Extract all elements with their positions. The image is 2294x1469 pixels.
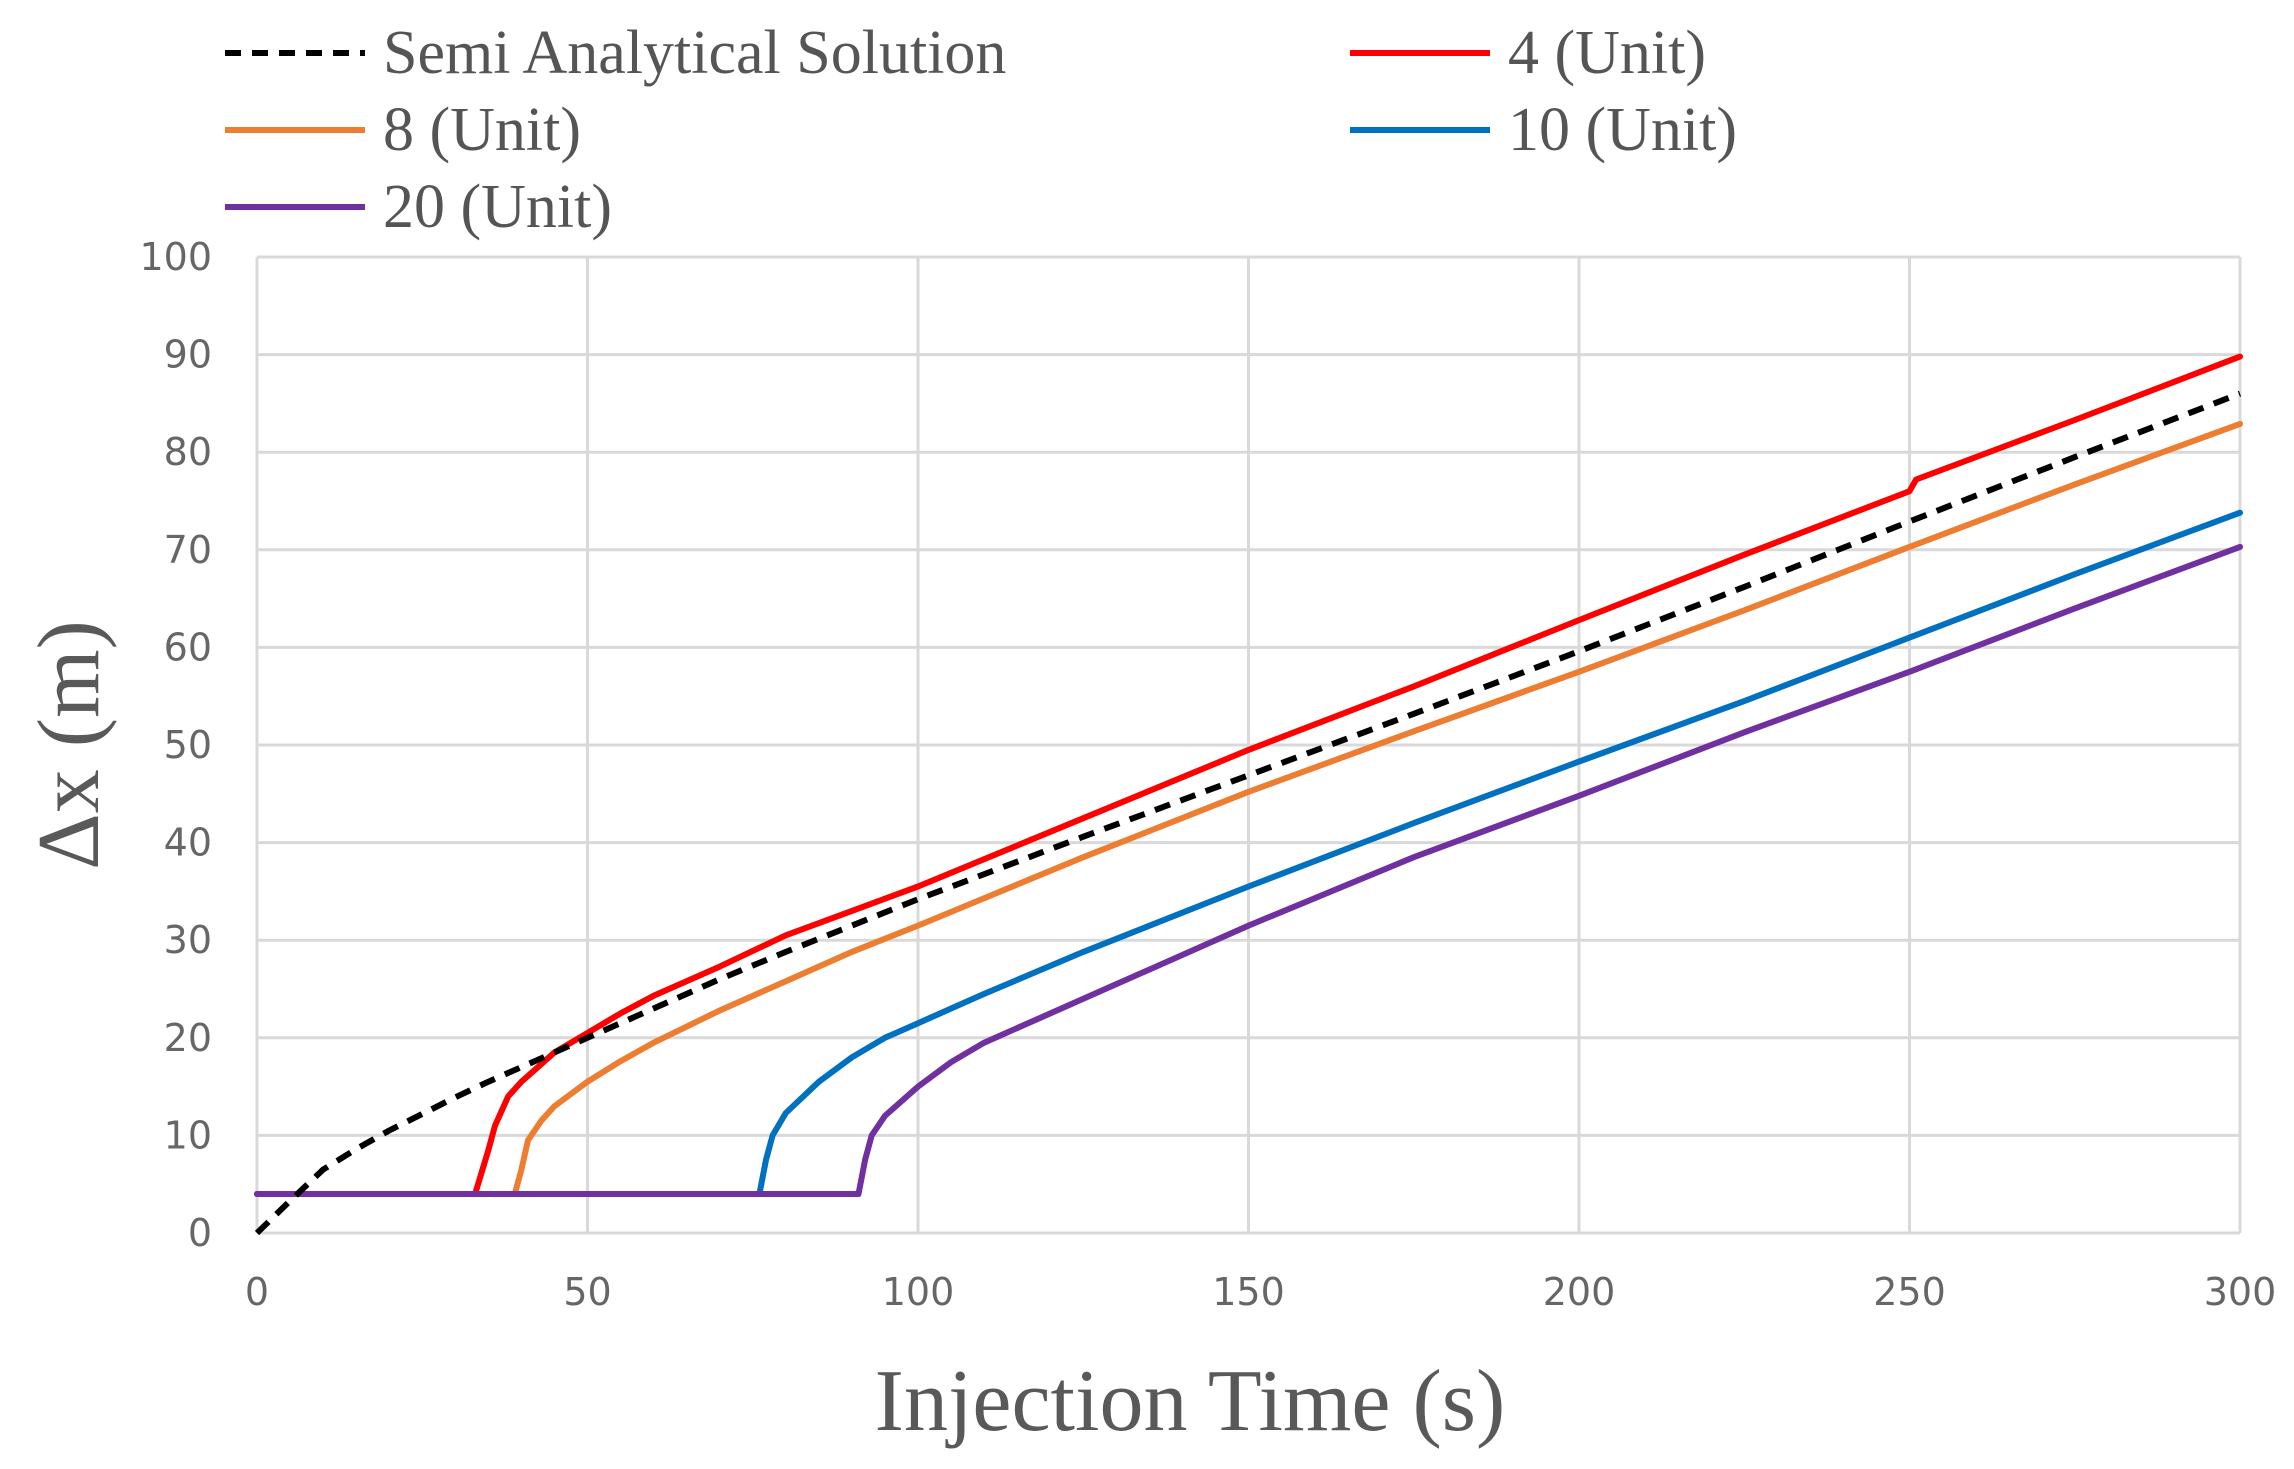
gridlines [255, 255, 2242, 1235]
legend-label: Semi Analytical Solution [383, 19, 1006, 87]
legend-label: 8 (Unit) [383, 96, 581, 164]
y-tick-label: 60 [164, 625, 212, 669]
x-tick-label: 0 [245, 1270, 269, 1314]
y-tick-label: 10 [164, 1113, 212, 1157]
x-tick-label: 200 [1543, 1270, 1616, 1314]
series-lines [254, 353, 2243, 1236]
x-tick-label: 250 [1873, 1270, 1946, 1314]
series-line-3 [254, 509, 2243, 1197]
series-line-4 [254, 543, 2243, 1197]
x-axis-title: Injection Time (s) [875, 1353, 1506, 1450]
y-tick-label: 100 [139, 235, 212, 279]
y-tick-label: 40 [164, 821, 212, 865]
legend-label: 10 (Unit) [1508, 96, 1737, 164]
series-line-2 [254, 420, 2243, 1197]
x-tick-label: 50 [563, 1270, 611, 1314]
y-tick-label: 70 [164, 528, 212, 572]
y-tick-label: 0 [188, 1211, 212, 1255]
y-tick-label: 90 [164, 333, 212, 377]
legend: Semi Analytical Solution 4 (Unit) 8 (Unit)… [225, 19, 1737, 241]
series-line-1 [254, 353, 2243, 1197]
y-axis-title: Δx (m) [21, 620, 118, 870]
y-tick-label: 20 [164, 1016, 212, 1060]
x-tick-label: 100 [882, 1270, 955, 1314]
legend-label: 4 (Unit) [1508, 19, 1706, 87]
legend-label: 20 (Unit) [383, 173, 612, 241]
y-tick-label: 80 [164, 430, 212, 474]
x-tick-label: 150 [1212, 1270, 1285, 1314]
y-tick-label: 30 [164, 918, 212, 962]
tick-labels: 0 10 20 30 40 50 60 70 80 90 100 0 50 100 150 200 250 300 [139, 235, 2276, 1314]
series-line-0 [254, 390, 2242, 1236]
y-tick-label: 50 [164, 723, 212, 767]
x-tick-label: 300 [2204, 1270, 2277, 1314]
